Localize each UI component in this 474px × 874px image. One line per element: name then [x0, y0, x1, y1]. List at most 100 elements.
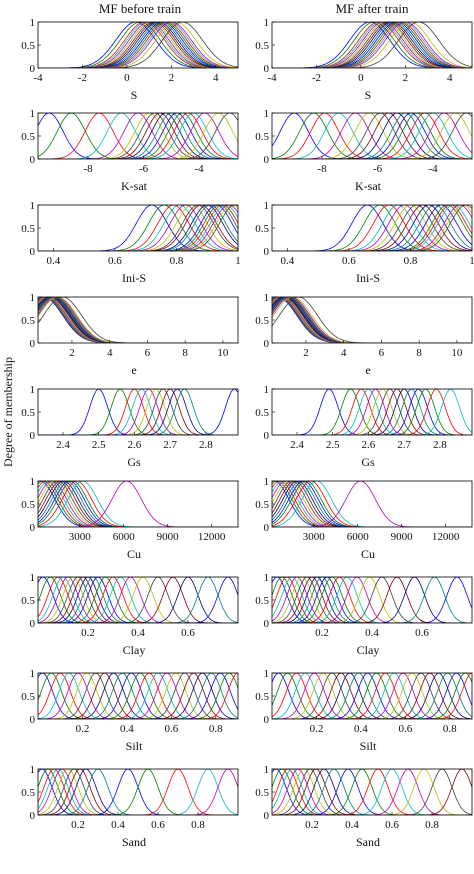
mf-curve-18: [272, 769, 472, 815]
mf-curve-10: [38, 113, 238, 159]
mf-curve-5: [272, 205, 472, 251]
x-tick-label: 1: [235, 255, 241, 267]
x-axis-label: K-sat: [355, 179, 382, 193]
panel-cu-before: 0 0.5 1 3000 6000 9000 12000 Cu: [21, 476, 239, 561]
x-tick-label: 8: [182, 347, 188, 359]
mf-curve-7: [38, 22, 238, 68]
mf-curve-7: [272, 481, 472, 527]
mf-curve-21: [38, 577, 238, 623]
mf-curve-6: [38, 389, 238, 435]
mf-curve-8: [272, 22, 472, 68]
x-tick-label: 6: [145, 347, 151, 359]
y-tick-label: 0.5: [255, 787, 269, 799]
x-tick-label: 0.8: [170, 255, 184, 267]
mf-curve-14: [38, 769, 238, 815]
column-title-left: MF before train: [99, 1, 182, 16]
mf-curve-14: [38, 22, 238, 68]
mf-curve-12: [272, 577, 472, 623]
mf-curve-11: [272, 205, 472, 251]
mf-curve-4: [38, 577, 238, 623]
mf-curve-5: [38, 297, 238, 343]
mf-curve-11: [38, 113, 238, 159]
x-tick-label: 2: [403, 72, 409, 84]
x-tick-label: 12000: [198, 531, 226, 543]
mf-curve-15: [272, 481, 472, 527]
y-tick-label: 0: [264, 246, 270, 258]
x-tick-label: 2: [169, 72, 175, 84]
mf-curve-8: [38, 22, 238, 68]
mf-curve-3: [38, 481, 238, 527]
mf-curve-15: [272, 577, 472, 623]
y-tick-label: 1: [264, 476, 270, 488]
mf-curve-5: [272, 769, 472, 815]
mf-curve-9: [272, 205, 472, 251]
y-tick-label: 0.5: [21, 40, 35, 52]
mf-curve-12: [38, 673, 238, 719]
y-tick-label: 0: [264, 430, 270, 442]
mf-curve-13: [38, 297, 238, 343]
x-tick-label: -4: [429, 163, 439, 175]
x-tick-label: 0.8: [443, 723, 457, 735]
mf-curve-19: [272, 577, 472, 623]
panel-ini-s-after: 0 0.5 1 0.4 0.6 0.8 1 Ini-S: [255, 200, 474, 285]
x-tick-label: 0.2: [81, 627, 95, 639]
x-tick-label: 0: [124, 72, 130, 84]
x-tick-label: 2.4: [290, 439, 304, 451]
x-axis-label: Gs: [127, 455, 141, 469]
mf-curve-5: [272, 297, 472, 343]
x-tick-label: 0.6: [151, 819, 165, 831]
mf-curve-16: [272, 769, 472, 815]
mf-curve-7: [272, 389, 472, 435]
mf-curve-10: [38, 673, 238, 719]
mf-curve-6: [38, 22, 238, 68]
mf-curve-17: [38, 205, 238, 251]
mf-curve-5: [272, 481, 472, 527]
mf-curve-18: [38, 673, 238, 719]
mf-curve-11: [38, 22, 238, 68]
mf-curve-14: [38, 481, 238, 527]
mf-curve-9: [38, 481, 238, 527]
mf-curve-11: [272, 577, 472, 623]
mf-curve-16: [38, 205, 238, 251]
x-axis-label: Sand: [122, 835, 146, 849]
mf-curve-9: [38, 577, 238, 623]
mf-curve-10: [272, 113, 472, 159]
column-title-right: MF after train: [336, 1, 409, 16]
x-tick-label: 4: [213, 72, 219, 84]
mf-curve-2: [38, 205, 238, 251]
series-group: [272, 113, 472, 159]
x-tick-label: 1: [469, 255, 474, 267]
panel-gs-after: 0 0.5 1 2.4 2.5 2.6 2.7 2.8 Gs: [255, 384, 473, 469]
mf-curve-20: [272, 673, 472, 719]
mf-curve-10: [38, 577, 238, 623]
series-group: [38, 481, 238, 527]
mf-curve-6: [272, 577, 472, 623]
mf-curve-14: [272, 769, 472, 815]
mf-curve-11: [38, 577, 238, 623]
y-tick-label: 0: [30, 714, 36, 726]
mf-curve-16: [38, 577, 238, 623]
mf-curve-5: [272, 389, 472, 435]
mf-curve-10: [38, 769, 238, 815]
mf-curve-15: [38, 22, 238, 68]
mf-curve-14: [272, 205, 472, 251]
x-tick-label: 0: [358, 72, 364, 84]
series-group: [38, 577, 238, 623]
x-tick-label: 8: [416, 347, 422, 359]
mf-curve-10: [38, 205, 238, 251]
mf-curve-8: [38, 769, 238, 815]
mf-curve-11: [272, 769, 472, 815]
y-tick-label: 0: [264, 810, 270, 822]
panel-sand-after: 0 0.5 1 0.2 0.4 0.6 0.8 Sand: [255, 764, 473, 849]
mf-curve-4: [272, 769, 472, 815]
mf-curve-3: [272, 481, 472, 527]
mf-curve-4: [272, 205, 472, 251]
x-axis-label: K-sat: [121, 179, 148, 193]
x-axis-label: Clay: [123, 643, 146, 657]
mf-curve-1: [38, 297, 238, 343]
mf-curve-13: [272, 481, 472, 527]
mf-curve-13: [38, 22, 238, 68]
series-group: [38, 389, 238, 435]
mf-curve-5: [272, 673, 472, 719]
